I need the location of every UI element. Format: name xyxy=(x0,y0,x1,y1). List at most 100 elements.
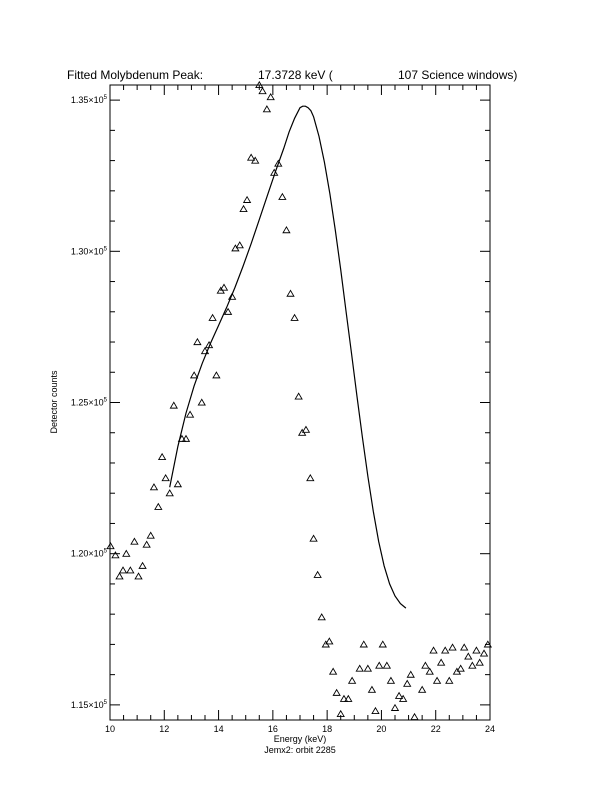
x-tick-label: 24 xyxy=(485,724,495,734)
chart-subtitle: Jemx2: orbit 2285 xyxy=(264,745,336,755)
data-point-triangle xyxy=(173,480,183,488)
y-axis-label: Detector counts xyxy=(49,370,59,434)
data-point-triangle xyxy=(242,195,252,203)
data-point-triangle xyxy=(436,658,446,666)
data-point-triangle xyxy=(445,676,454,684)
data-point-triangle xyxy=(235,241,244,249)
data-point-triangle xyxy=(115,572,124,580)
x-tick-label: 22 xyxy=(431,724,441,734)
data-point-triangle xyxy=(429,646,438,654)
data-point-triangle xyxy=(258,86,267,95)
x-tick-label: 14 xyxy=(214,724,224,734)
data-point-triangle xyxy=(359,640,368,648)
data-point-triangle xyxy=(378,640,387,648)
data-point-triangle xyxy=(130,537,139,545)
data-point-triangle xyxy=(313,570,322,578)
data-point-triangle xyxy=(460,643,469,651)
data-point-triangle xyxy=(309,534,318,542)
data-point-triangle xyxy=(134,572,143,580)
data-point-triangle xyxy=(111,551,120,559)
data-point-triangle xyxy=(161,474,170,482)
data-point-triangle xyxy=(294,392,303,400)
data-point-triangle xyxy=(456,664,465,672)
x-tick-label: 18 xyxy=(322,724,332,734)
data-point-triangle xyxy=(193,337,202,346)
data-point-triangle xyxy=(403,679,412,687)
x-tick-label: 10 xyxy=(105,724,115,734)
data-point-triangle xyxy=(410,712,419,721)
data-point-triangle xyxy=(157,452,167,460)
data-point-triangle xyxy=(441,646,450,654)
data-point-triangle xyxy=(406,670,415,678)
data-point-triangle xyxy=(417,685,427,693)
chart-title-part-2: 17.3728 keV ( xyxy=(258,68,333,82)
y-tick-label: 1.15×105 xyxy=(71,700,108,710)
axis-ticks xyxy=(109,85,491,720)
data-point-triangle xyxy=(154,502,163,510)
fit-curve xyxy=(169,105,407,609)
data-point-triangle xyxy=(386,676,396,684)
data-point-triangle xyxy=(223,307,233,315)
data-point-triangle xyxy=(448,643,457,651)
data-point-triangle xyxy=(382,661,392,669)
data-points xyxy=(106,80,493,721)
data-point-triangle xyxy=(185,410,195,418)
data-point-triangle xyxy=(266,93,275,101)
data-point-triangle xyxy=(200,347,210,355)
y-tick-label: 1.35×105 xyxy=(71,95,108,105)
data-point-triangle xyxy=(363,664,373,672)
data-point-triangle xyxy=(138,561,147,569)
data-point-triangle xyxy=(371,706,380,714)
x-tick-label: 12 xyxy=(159,724,169,734)
data-point-triangle xyxy=(421,661,430,669)
data-point-triangle xyxy=(479,649,489,657)
data-point-triangle xyxy=(306,474,315,482)
data-point-triangle xyxy=(464,652,473,660)
data-point-triangle xyxy=(212,371,221,379)
data-point-triangle xyxy=(425,667,434,675)
x-tick-label: 16 xyxy=(268,724,278,734)
data-point-triangle xyxy=(325,637,334,645)
chart-title-part-3: 107 Science windows) xyxy=(398,68,517,82)
data-point-triangle xyxy=(142,540,151,548)
data-point-triangle xyxy=(189,371,199,379)
data-point-triangle xyxy=(122,549,131,557)
data-point-triangle xyxy=(472,646,481,654)
data-point-triangle xyxy=(251,156,260,164)
data-point-triangle xyxy=(208,313,217,321)
data-point-triangle xyxy=(126,566,135,574)
data-point-triangle xyxy=(328,667,338,675)
data-point-triangle xyxy=(394,691,404,699)
y-tick-label: 1.30×105 xyxy=(71,246,108,256)
data-point-triangle xyxy=(149,483,159,491)
data-point-triangle xyxy=(432,676,442,684)
data-point-triangle xyxy=(398,694,408,702)
data-point-triangle xyxy=(336,709,345,718)
data-point-triangle xyxy=(339,694,349,702)
data-point-triangle xyxy=(146,531,155,539)
y-tick-labels: 1.15×105 1.20×105 1.25×105 1.30×105 1.35×105 xyxy=(71,95,108,710)
data-point-triangle xyxy=(106,542,115,550)
y-tick-label: 1.25×105 xyxy=(71,398,108,408)
data-point-triangle xyxy=(262,105,272,113)
x-axis-label: Energy (keV) xyxy=(274,734,327,744)
data-point-triangle xyxy=(286,289,295,297)
data-point-triangle xyxy=(332,688,341,696)
x-tick-label: 20 xyxy=(376,724,386,734)
data-point-triangle xyxy=(274,159,283,167)
data-point-triangle xyxy=(181,434,191,442)
x-tick-labels: 10 12 14 16 18 20 22 24 xyxy=(105,724,495,734)
data-point-triangle xyxy=(165,489,174,497)
data-point-triangle xyxy=(239,204,248,213)
data-point-triangle xyxy=(255,80,264,89)
data-point-triangle xyxy=(390,703,400,711)
data-point-triangle xyxy=(278,192,287,200)
data-point-triangle xyxy=(317,613,326,621)
data-point-triangle xyxy=(219,283,229,291)
data-point-triangle xyxy=(475,658,484,666)
data-point-triangle xyxy=(468,661,477,669)
chart-title-part-1: Fitted Molybdenum Peak: xyxy=(67,68,203,82)
data-point-triangle xyxy=(282,226,291,234)
data-point-triangle xyxy=(169,401,178,409)
data-point-triangle xyxy=(227,292,237,300)
